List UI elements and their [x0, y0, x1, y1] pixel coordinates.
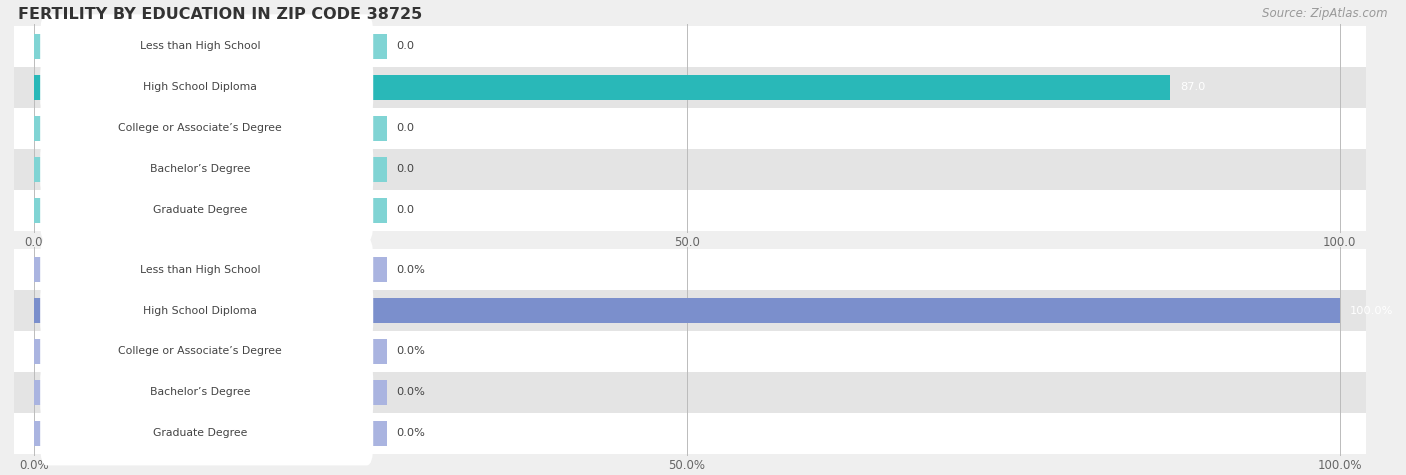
- FancyBboxPatch shape: [7, 413, 1365, 454]
- Bar: [34, 257, 387, 282]
- Text: 100.0%: 100.0%: [1350, 305, 1393, 315]
- FancyBboxPatch shape: [41, 14, 373, 78]
- FancyBboxPatch shape: [7, 149, 1365, 190]
- Text: 0.0: 0.0: [396, 164, 415, 174]
- FancyBboxPatch shape: [41, 278, 373, 342]
- FancyBboxPatch shape: [41, 137, 373, 201]
- Text: 0.0: 0.0: [396, 123, 415, 133]
- Bar: [34, 421, 387, 446]
- FancyBboxPatch shape: [41, 401, 373, 466]
- Text: High School Diploma: High School Diploma: [143, 305, 257, 315]
- FancyBboxPatch shape: [7, 249, 1365, 290]
- FancyBboxPatch shape: [7, 67, 1365, 108]
- Text: College or Associate’s Degree: College or Associate’s Degree: [118, 346, 281, 357]
- Text: 0.0: 0.0: [396, 205, 415, 215]
- Bar: [34, 157, 387, 182]
- FancyBboxPatch shape: [7, 108, 1365, 149]
- Text: Source: ZipAtlas.com: Source: ZipAtlas.com: [1263, 7, 1388, 20]
- FancyBboxPatch shape: [41, 238, 373, 302]
- Text: 87.0: 87.0: [1181, 82, 1206, 92]
- Bar: [34, 339, 387, 364]
- FancyBboxPatch shape: [7, 372, 1365, 413]
- Text: 0.0%: 0.0%: [396, 388, 426, 398]
- FancyBboxPatch shape: [41, 178, 373, 242]
- FancyBboxPatch shape: [7, 290, 1365, 331]
- Bar: [34, 380, 387, 405]
- FancyBboxPatch shape: [41, 320, 373, 383]
- Bar: [34, 198, 387, 223]
- Text: Less than High School: Less than High School: [139, 265, 260, 275]
- Text: 0.0%: 0.0%: [396, 346, 426, 357]
- Text: High School Diploma: High School Diploma: [143, 82, 257, 92]
- Bar: [34, 34, 387, 59]
- Text: 0.0%: 0.0%: [396, 428, 426, 438]
- Bar: [34, 75, 1170, 100]
- FancyBboxPatch shape: [41, 96, 373, 160]
- FancyBboxPatch shape: [41, 55, 373, 119]
- Text: 0.0%: 0.0%: [396, 265, 426, 275]
- FancyBboxPatch shape: [7, 331, 1365, 372]
- Text: College or Associate’s Degree: College or Associate’s Degree: [118, 123, 281, 133]
- FancyBboxPatch shape: [41, 361, 373, 425]
- Text: Graduate Degree: Graduate Degree: [153, 205, 247, 215]
- Text: Graduate Degree: Graduate Degree: [153, 428, 247, 438]
- Text: Bachelor’s Degree: Bachelor’s Degree: [149, 388, 250, 398]
- FancyBboxPatch shape: [7, 26, 1365, 67]
- Bar: [34, 298, 1340, 323]
- Bar: [34, 115, 387, 141]
- Text: Bachelor’s Degree: Bachelor’s Degree: [149, 164, 250, 174]
- Text: 0.0: 0.0: [396, 41, 415, 51]
- FancyBboxPatch shape: [7, 190, 1365, 231]
- Text: FERTILITY BY EDUCATION IN ZIP CODE 38725: FERTILITY BY EDUCATION IN ZIP CODE 38725: [18, 7, 423, 22]
- Text: Less than High School: Less than High School: [139, 41, 260, 51]
